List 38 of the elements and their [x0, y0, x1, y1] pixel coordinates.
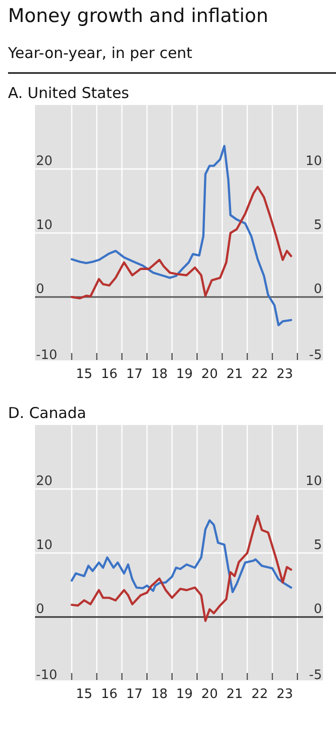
- x-tick-label: 18: [151, 367, 168, 382]
- x-tick-label: 18: [151, 687, 168, 702]
- x-tick-label: 15: [76, 687, 92, 702]
- y-tick-label: -10: [36, 668, 58, 683]
- y-tick-label: 0: [36, 282, 44, 297]
- chart-subtitle: Year-on-year, in per cent: [7, 44, 192, 62]
- x-tick-label: 20: [201, 367, 218, 382]
- x-tick-label: 17: [126, 687, 143, 702]
- y2-tick-label: 10: [305, 474, 322, 489]
- y-tick-label: 10: [36, 538, 53, 553]
- chart-title: Money growth and inflation: [8, 5, 268, 27]
- x-tick-label: 16: [101, 687, 118, 702]
- y-tick-label: 20: [36, 474, 53, 489]
- y-tick-label: 0: [36, 602, 44, 617]
- x-tick-label: 19: [176, 687, 193, 702]
- x-tick-label: 17: [126, 367, 143, 382]
- y-tick-label: -10: [36, 348, 58, 363]
- x-tick-label: 20: [201, 687, 218, 702]
- y-tick-label: 20: [36, 154, 53, 169]
- x-tick-label: 21: [226, 687, 243, 702]
- x-tick-label: 19: [176, 367, 193, 382]
- y2-tick-label: 5: [314, 218, 322, 233]
- x-tick-label: 21: [226, 367, 243, 382]
- x-tick-label: 22: [251, 367, 268, 382]
- y2-tick-label: -5: [309, 668, 322, 683]
- x-tick-label: 22: [251, 687, 268, 702]
- y2-tick-label: 10: [305, 154, 322, 169]
- y2-tick-label: 0: [314, 282, 322, 297]
- text: A. United States: [8, 84, 130, 102]
- x-tick-label: 16: [101, 367, 118, 382]
- chart-title: D. Canada: [8, 404, 86, 422]
- y-tick-label: 10: [36, 218, 53, 233]
- y2-tick-label: 5: [314, 538, 322, 553]
- y2-tick-label: 0: [314, 602, 322, 617]
- y2-tick-label: -5: [309, 348, 322, 363]
- x-tick-label: 23: [276, 687, 294, 702]
- x-tick-label: 15: [76, 367, 92, 382]
- x-tick-label: 23: [276, 367, 294, 382]
